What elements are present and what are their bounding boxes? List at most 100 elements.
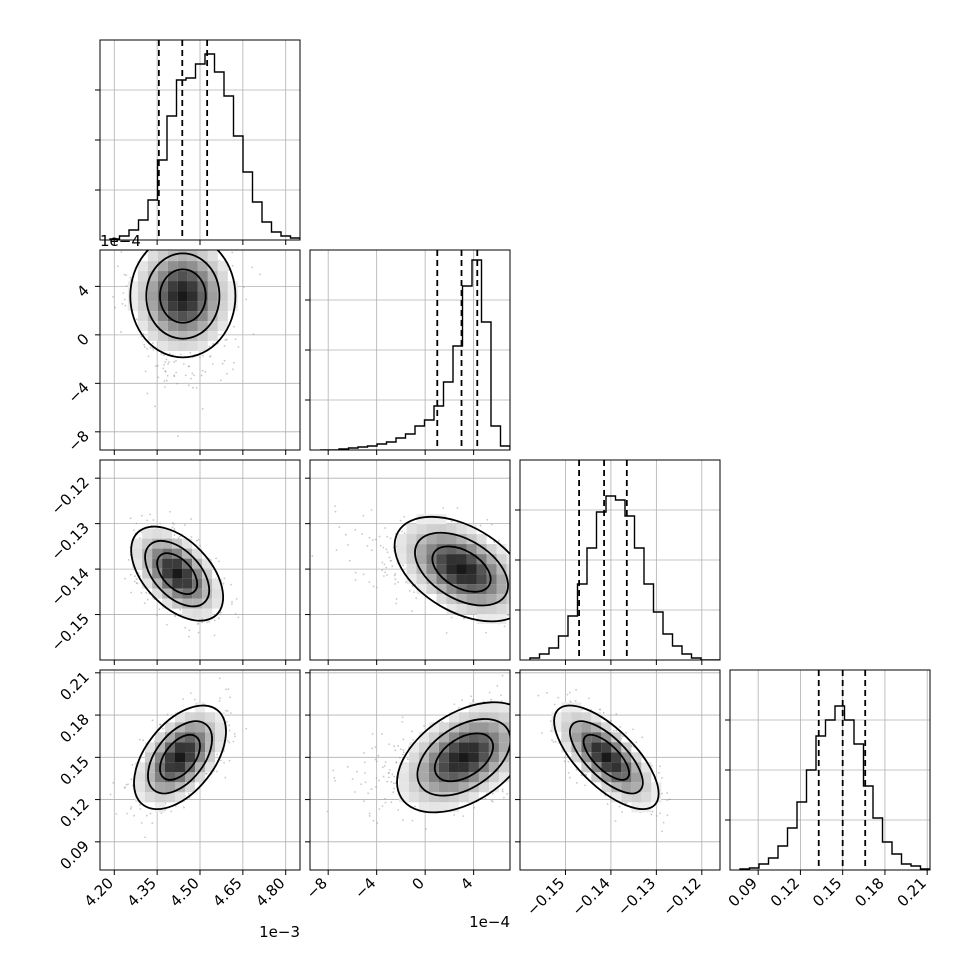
histogram-step — [739, 705, 930, 870]
sample-point — [528, 701, 530, 703]
density-cell — [446, 564, 457, 575]
contour-line — [144, 540, 211, 608]
sample-point — [220, 611, 222, 614]
density-cell — [192, 568, 203, 579]
density-cell — [611, 792, 622, 803]
sample-point — [224, 339, 227, 341]
density-cell — [187, 261, 198, 272]
density-cell — [205, 762, 215, 773]
sample-point — [195, 539, 198, 542]
sample-point — [156, 364, 159, 367]
density-cell — [406, 554, 417, 565]
density-cell — [202, 588, 213, 599]
density-cell — [581, 712, 592, 723]
density-cell — [488, 722, 499, 733]
density-cell — [137, 291, 148, 302]
density-cell — [215, 732, 225, 743]
sample-point — [388, 769, 391, 771]
sample-point — [384, 527, 386, 529]
sample-point — [390, 801, 393, 804]
sample-point — [171, 248, 173, 250]
density-cell — [182, 568, 193, 579]
sample-point — [413, 591, 415, 594]
density-cell — [408, 752, 419, 763]
sample-point — [615, 729, 618, 732]
y-tick-label: −0.12 — [48, 473, 93, 518]
density-cell — [591, 722, 602, 733]
sample-point — [149, 812, 152, 815]
sample-point — [470, 695, 472, 698]
density-cell — [571, 732, 582, 743]
sample-point — [515, 730, 517, 732]
density-cell — [187, 311, 198, 322]
density-cell — [478, 762, 489, 773]
sample-point — [552, 741, 555, 743]
sample-point — [354, 528, 357, 531]
density-cell — [476, 594, 487, 605]
density-cell — [192, 598, 203, 609]
sample-point — [534, 563, 536, 565]
sample-point — [507, 614, 510, 617]
density-cell — [458, 752, 469, 763]
density-cell — [172, 568, 183, 579]
contour-line — [433, 732, 494, 783]
sample-point — [386, 574, 388, 576]
sample-point — [575, 688, 578, 691]
sample-point — [461, 699, 463, 702]
sample-point — [199, 544, 202, 547]
sample-point — [395, 602, 398, 605]
density-cell — [197, 291, 208, 302]
sample-point — [183, 524, 186, 527]
density-cell — [436, 574, 447, 585]
density-cell — [212, 578, 223, 589]
sample-point — [662, 821, 665, 824]
sample-point — [540, 727, 542, 729]
density-cell — [167, 331, 178, 342]
sample-point — [372, 819, 375, 822]
sample-point — [163, 380, 166, 383]
sample-point — [190, 536, 193, 538]
sample-point — [453, 703, 456, 706]
density-cell — [468, 702, 479, 713]
density-cell — [466, 604, 477, 615]
sample-point — [545, 691, 548, 694]
density-cell — [182, 538, 193, 549]
density-cell — [155, 772, 165, 783]
density-cell — [195, 712, 205, 723]
density-cell — [478, 722, 489, 733]
sample-point — [160, 812, 163, 814]
density-cell — [478, 782, 489, 793]
density-cell — [621, 742, 632, 753]
density-cell — [152, 568, 163, 579]
sample-point — [394, 573, 397, 575]
sample-point — [195, 247, 197, 249]
contour-line — [145, 252, 221, 340]
sample-point — [391, 565, 394, 568]
sample-point — [333, 776, 336, 779]
sample-point — [609, 719, 612, 722]
sample-point — [386, 535, 389, 538]
sample-point — [500, 700, 503, 703]
sample-point — [386, 551, 389, 554]
density-cell — [187, 250, 198, 252]
sample-point — [512, 737, 514, 739]
density-cell — [167, 251, 178, 262]
sample-point — [121, 302, 124, 305]
density-cell — [476, 584, 487, 595]
density-cell — [406, 534, 417, 545]
density-cell — [127, 301, 138, 312]
sample-point — [423, 724, 425, 727]
sample-point — [206, 621, 209, 624]
sample-point — [569, 776, 571, 779]
density-cell — [601, 752, 612, 763]
density-cell — [195, 772, 205, 783]
x-tick-label: 4.50 — [166, 874, 202, 910]
density-cell — [418, 772, 429, 783]
density-cell — [165, 782, 175, 793]
sample-point — [384, 571, 387, 574]
sample-point — [378, 779, 380, 782]
sample-point — [259, 273, 262, 276]
density-cell — [418, 782, 429, 793]
density-cell — [157, 291, 168, 302]
sample-point — [385, 548, 388, 551]
